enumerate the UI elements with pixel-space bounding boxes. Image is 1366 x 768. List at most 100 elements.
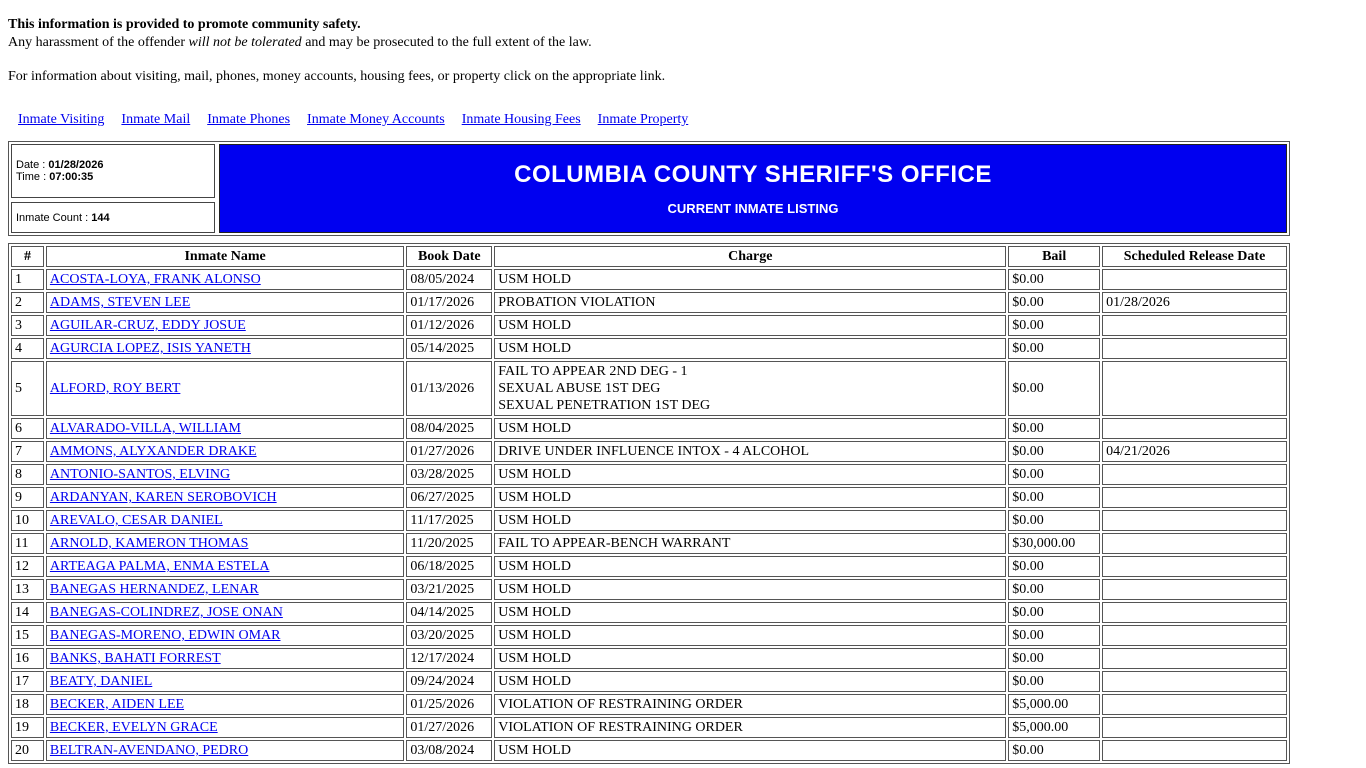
inmate-name-link[interactable]: BECKER, EVELYN GRACE <box>49 720 218 735</box>
book-date: 01/25/2026 <box>406 694 493 715</box>
table-row: 13 BANEGAS HERNANDEZ, LENAR 03/21/2025 U… <box>11 579 1287 600</box>
table-row: 9 ARDANYAN, KAREN SEROBOVICH 06/27/2025 … <box>11 487 1287 508</box>
table-row: 12 ARTEAGA PALMA, ENMA ESTELA 06/18/2025… <box>11 556 1287 577</box>
inmate-name-link[interactable]: BANKS, BAHATI FORREST <box>49 651 221 666</box>
inmate-count-value: 144 <box>91 211 110 224</box>
release-date: 04/21/2026 <box>1102 441 1287 462</box>
table-row: 19 BECKER, EVELYN GRACE 01/27/2026 VIOLA… <box>11 717 1287 738</box>
inmate-name-link[interactable]: ANTONIO-SANTOS, ELVING <box>49 467 231 482</box>
row-number: 4 <box>11 338 44 359</box>
release-date <box>1102 625 1287 646</box>
book-date: 11/17/2025 <box>406 510 493 531</box>
table-row: 15 BANEGAS-MORENO, EDWIN OMAR 03/20/2025… <box>11 625 1287 646</box>
time-value: 07:00:35 <box>49 171 94 183</box>
col-header-number: # <box>11 246 44 267</box>
bail: $0.00 <box>1008 740 1101 761</box>
book-date: 12/17/2024 <box>406 648 493 669</box>
listing-subtitle: CURRENT INMATE LISTING <box>667 201 839 216</box>
nav-link-inmate-money-accounts[interactable]: Inmate Money Accounts <box>307 112 445 127</box>
inmate-name-link[interactable]: ARTEAGA PALMA, ENMA ESTELA <box>49 559 270 574</box>
charge: USM HOLD <box>494 625 1007 646</box>
inmate-name-link[interactable]: ADAMS, STEVEN LEE <box>49 295 191 310</box>
col-header-bail: Bail <box>1008 246 1101 267</box>
bail: $30,000.00 <box>1008 533 1101 554</box>
bail: $0.00 <box>1008 602 1101 623</box>
book-date: 01/27/2026 <box>406 717 493 738</box>
charge: USM HOLD <box>494 602 1007 623</box>
row-number: 20 <box>11 740 44 761</box>
release-date <box>1102 602 1287 623</box>
table-row: 1 ACOSTA-LOYA, FRANK ALONSO 08/05/2024 U… <box>11 269 1287 290</box>
charge: USM HOLD <box>494 269 1007 290</box>
info-line: For information about visiting, mail, ph… <box>8 69 666 84</box>
inmate-name-link[interactable]: AGURCIA LOPEZ, ISIS YANETH <box>49 341 251 356</box>
bail: $0.00 <box>1008 338 1101 359</box>
row-number: 17 <box>11 671 44 692</box>
inmate-name-link[interactable]: ARDANYAN, KAREN SEROBOVICH <box>49 490 277 505</box>
row-number: 19 <box>11 717 44 738</box>
release-date <box>1102 464 1287 485</box>
table-row: 16 BANKS, BAHATI FORREST 12/17/2024 USM … <box>11 648 1287 669</box>
book-date: 01/12/2026 <box>406 315 493 336</box>
office-title: COLUMBIA COUNTY SHERIFF'S OFFICE <box>514 161 992 188</box>
table-row: 11 ARNOLD, KAMERON THOMAS 11/20/2025 FAI… <box>11 533 1287 554</box>
table-row: 2 ADAMS, STEVEN LEE 01/17/2026 PROBATION… <box>11 292 1287 313</box>
book-date: 08/05/2024 <box>406 269 493 290</box>
nav-link-inmate-housing-fees[interactable]: Inmate Housing Fees <box>461 112 581 127</box>
book-date: 08/04/2025 <box>406 418 493 439</box>
time-line: Time : 07:00:35 <box>16 171 94 183</box>
date-time-box: Date : 01/28/2026 Time : 07:00:35 <box>11 144 215 198</box>
release-date <box>1102 717 1287 738</box>
charge: USM HOLD <box>494 671 1007 692</box>
inmate-name-link[interactable]: BANEGAS HERNANDEZ, LENAR <box>49 582 259 597</box>
inmate-name-link[interactable]: ALFORD, ROY BERT <box>49 381 181 396</box>
inmate-name-link[interactable]: BANEGAS-MORENO, EDWIN OMAR <box>49 628 281 643</box>
book-date: 11/20/2025 <box>406 533 493 554</box>
row-number: 2 <box>11 292 44 313</box>
release-date <box>1102 487 1287 508</box>
inmate-count-box: Inmate Count : 144 <box>11 202 215 233</box>
inmate-name-link[interactable]: ALVARADO-VILLA, WILLIAM <box>49 421 241 436</box>
book-date: 04/14/2025 <box>406 602 493 623</box>
book-date: 03/20/2025 <box>406 625 493 646</box>
bail: $5,000.00 <box>1008 717 1101 738</box>
table-row: 10 AREVALO, CESAR DANIEL 11/17/2025 USM … <box>11 510 1287 531</box>
inmate-name-link[interactable]: AREVALO, CESAR DANIEL <box>49 513 223 528</box>
charge: USM HOLD <box>494 740 1007 761</box>
table-row: 4 AGURCIA LOPEZ, ISIS YANETH 05/14/2025 … <box>11 338 1287 359</box>
charge: PROBATION VIOLATION <box>494 292 1007 313</box>
charge: VIOLATION OF RESTRAINING ORDER <box>494 717 1007 738</box>
inmate-name-link[interactable]: BECKER, AIDEN LEE <box>49 697 185 712</box>
col-header-charge: Charge <box>494 246 1007 267</box>
inmate-name-link[interactable]: ACOSTA-LOYA, FRANK ALONSO <box>49 272 261 287</box>
bail: $5,000.00 <box>1008 694 1101 715</box>
inmate-name-link[interactable]: AGUILAR-CRUZ, EDDY JOSUE <box>49 318 246 333</box>
release-date <box>1102 694 1287 715</box>
release-date <box>1102 740 1287 761</box>
release-date <box>1102 510 1287 531</box>
nav-link-inmate-property[interactable]: Inmate Property <box>597 112 689 127</box>
row-number: 7 <box>11 441 44 462</box>
nav-link-inmate-visiting[interactable]: Inmate Visiting <box>18 112 105 127</box>
inmate-table: # Inmate Name Book Date Charge Bail Sche… <box>8 243 1290 764</box>
book-date: 03/21/2025 <box>406 579 493 600</box>
table-row: 6 ALVARADO-VILLA, WILLIAM 08/04/2025 USM… <box>11 418 1287 439</box>
charge: USM HOLD <box>494 510 1007 531</box>
nav-link-inmate-mail[interactable]: Inmate Mail <box>121 112 191 127</box>
bail: $0.00 <box>1008 464 1101 485</box>
inmate-name-link[interactable]: BANEGAS-COLINDREZ, JOSE ONAN <box>49 605 283 620</box>
release-date: 01/28/2026 <box>1102 292 1287 313</box>
bail: $0.00 <box>1008 487 1101 508</box>
bail: $0.00 <box>1008 556 1101 577</box>
inmate-name-link[interactable]: AMMONS, ALYXANDER DRAKE <box>49 444 257 459</box>
nav-link-inmate-phones[interactable]: Inmate Phones <box>207 112 291 127</box>
date-line: Date : 01/28/2026 <box>16 159 104 171</box>
inmate-name-link[interactable]: BEATY, DANIEL <box>49 674 153 689</box>
book-date: 09/24/2024 <box>406 671 493 692</box>
bail: $0.00 <box>1008 579 1101 600</box>
inmate-name-link[interactable]: BELTRAN-AVENDANO, PEDRO <box>49 743 249 758</box>
charge: USM HOLD <box>494 487 1007 508</box>
header-left-column: Date : 01/28/2026 Time : 07:00:35 Inmate… <box>11 144 215 233</box>
charge: USM HOLD <box>494 315 1007 336</box>
inmate-name-link[interactable]: ARNOLD, KAMERON THOMAS <box>49 536 249 551</box>
